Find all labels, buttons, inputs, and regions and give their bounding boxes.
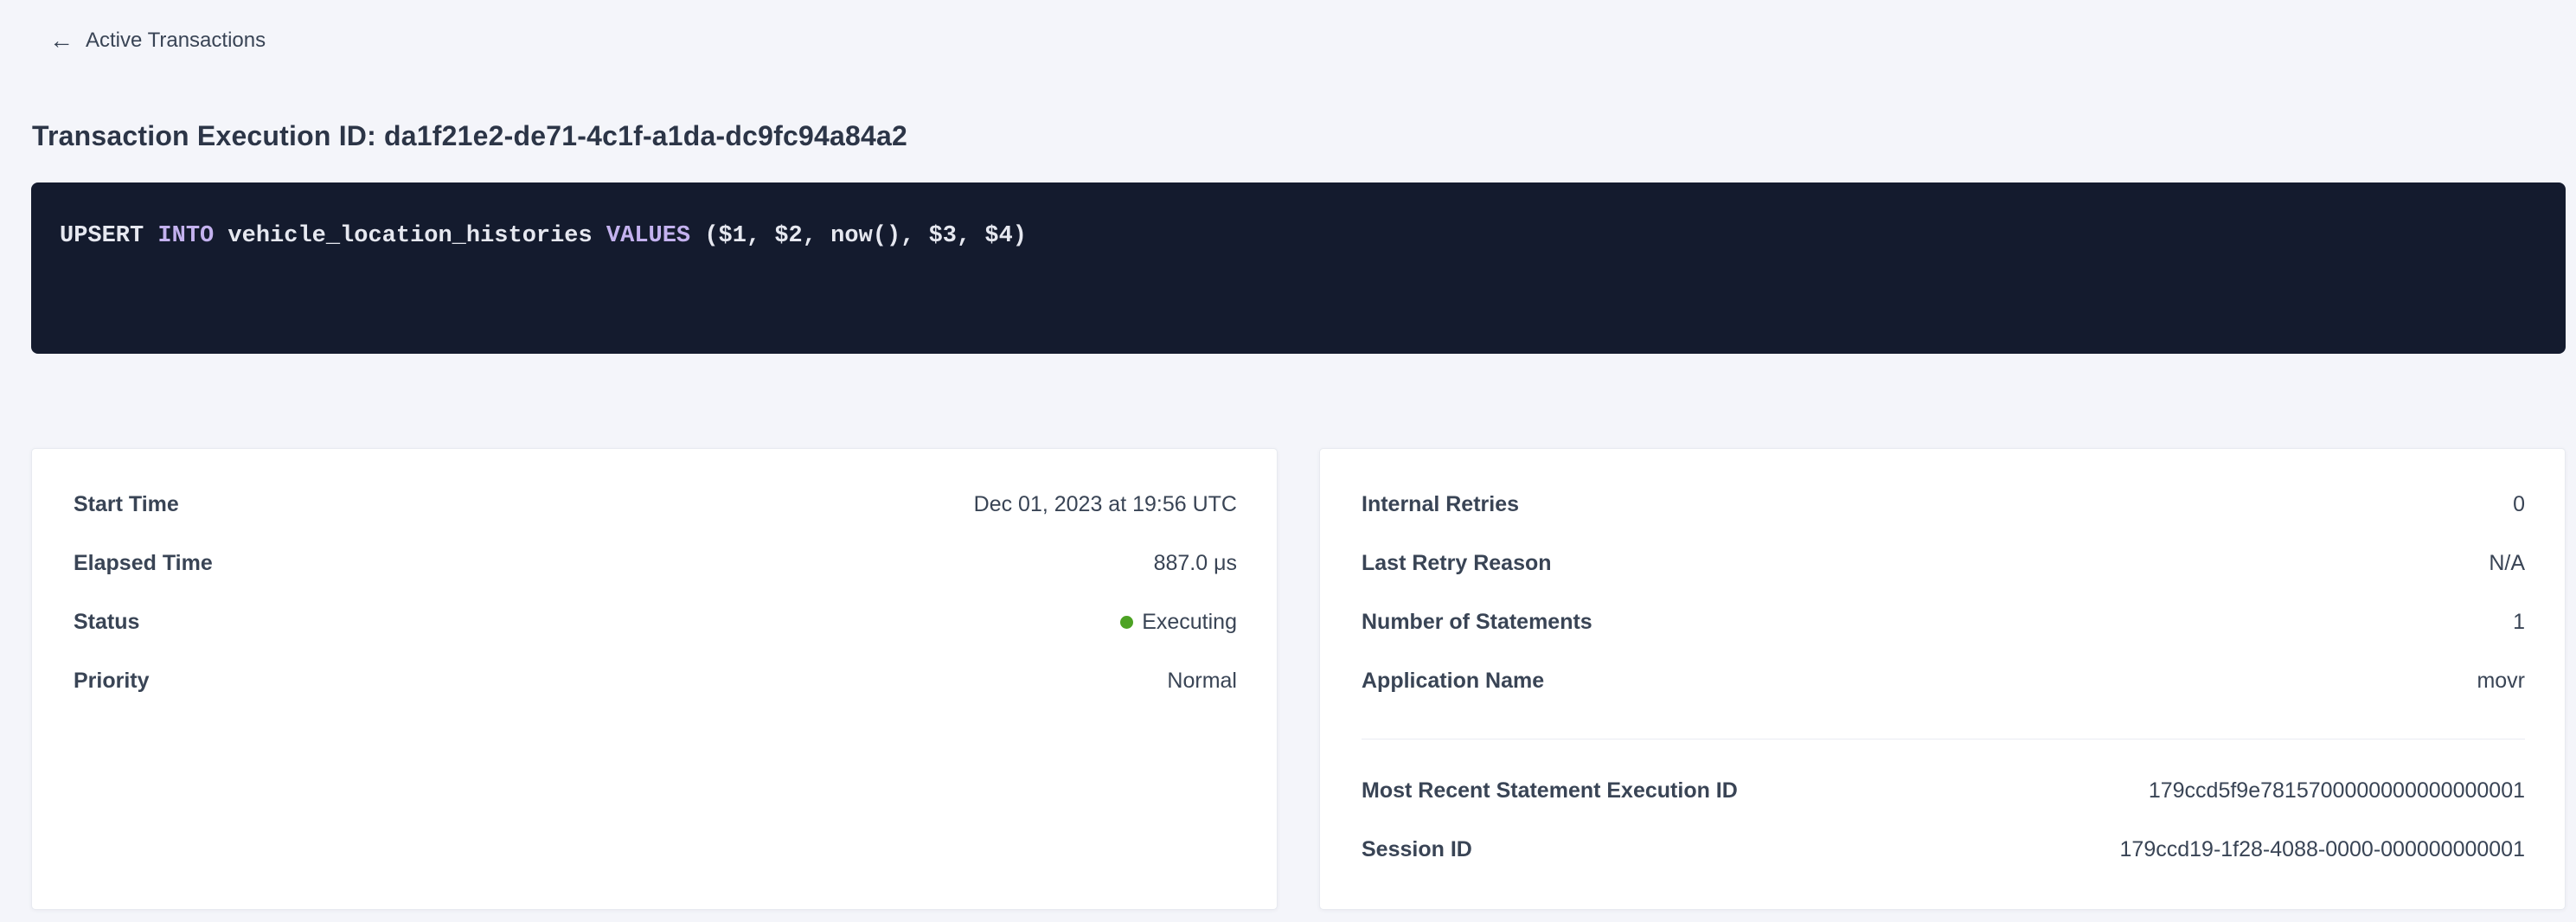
table-row: Elapsed Time 887.0 μs bbox=[74, 534, 1237, 592]
status-executing-dot-icon bbox=[1120, 615, 1134, 629]
transaction-details-card: Start Time Dec 01, 2023 at 19:56 UTC Ela… bbox=[31, 448, 1278, 910]
last-retry-reason-label: Last Retry Reason bbox=[1362, 550, 1552, 575]
back-arrow-icon: ← bbox=[49, 27, 74, 54]
number-of-statements-label: Number of Statements bbox=[1362, 609, 1592, 634]
sql-statement: UPSERT INTO vehicle_location_histories V… bbox=[60, 223, 1027, 249]
back-to-active-transactions-link[interactable]: ← Active Transactions bbox=[49, 26, 266, 55]
start-time-label: Start Time bbox=[74, 491, 179, 516]
session-id-link[interactable]: 179ccd19-1f28-4088-0000-000000000001 bbox=[2119, 836, 2525, 861]
last-retry-reason-value: N/A bbox=[2489, 550, 2525, 575]
summary-cards: Start Time Dec 01, 2023 at 19:56 UTC Ela… bbox=[31, 448, 2566, 910]
session-id-label: Session ID bbox=[1362, 836, 1472, 861]
most-recent-statement-execution-id-label: Most Recent Statement Execution ID bbox=[1362, 778, 1738, 803]
page-content: ← Active Transactions Transaction Execut… bbox=[31, 0, 2566, 910]
application-name-value: movr bbox=[2477, 668, 2525, 693]
table-row: Last Retry Reason N/A bbox=[1362, 534, 2525, 592]
table-row: Number of Statements 1 bbox=[1362, 592, 2525, 651]
status-label: Status bbox=[74, 609, 140, 634]
internal-retries-label: Internal Retries bbox=[1362, 491, 1520, 516]
sql-keyword: INTO bbox=[157, 223, 215, 249]
status-badge: Executing bbox=[1120, 610, 1237, 635]
number-of-statements-value: 1 bbox=[2513, 609, 2525, 634]
elapsed-time-value: 887.0 μs bbox=[1153, 550, 1237, 575]
transaction-attributes-card: Internal Retries 0 Last Retry Reason N/A… bbox=[1319, 448, 2566, 910]
priority-label: Priority bbox=[74, 668, 150, 693]
most-recent-statement-execution-id-link[interactable]: 179ccd5f9e7815700000000000000001 bbox=[2148, 778, 2525, 803]
card-divider bbox=[1362, 739, 2525, 740]
sql-token: UPSERT bbox=[60, 223, 158, 249]
sql-keyword: VALUES bbox=[606, 223, 691, 249]
status-value: Executing bbox=[1142, 609, 1237, 634]
priority-value: Normal bbox=[1167, 668, 1237, 693]
application-name-label: Application Name bbox=[1362, 668, 1545, 693]
table-row: Status Executing bbox=[74, 592, 1237, 651]
table-row: Most Recent Statement Execution ID 179cc… bbox=[1362, 761, 2525, 820]
sql-token: ($1, $2, now(), $3, $4) bbox=[690, 223, 1028, 249]
start-time-value: Dec 01, 2023 at 19:56 UTC bbox=[973, 491, 1237, 516]
table-row: Application Name movr bbox=[1362, 651, 2525, 710]
internal-retries-value: 0 bbox=[2513, 491, 2525, 516]
table-row: Internal Retries 0 bbox=[1362, 475, 2525, 534]
page-title: Transaction Execution ID: da1f21e2-de71-… bbox=[32, 120, 907, 151]
table-row: Priority Normal bbox=[74, 651, 1237, 710]
elapsed-time-label: Elapsed Time bbox=[74, 550, 213, 575]
back-link-label: Active Transactions bbox=[86, 29, 266, 52]
table-row: Session ID 179ccd19-1f28-4088-0000-00000… bbox=[1362, 820, 2525, 879]
sql-token: vehicle_location_histories bbox=[214, 223, 606, 249]
sql-statement-box: UPSERT INTO vehicle_location_histories V… bbox=[31, 182, 2566, 354]
table-row: Start Time Dec 01, 2023 at 19:56 UTC bbox=[74, 475, 1237, 534]
